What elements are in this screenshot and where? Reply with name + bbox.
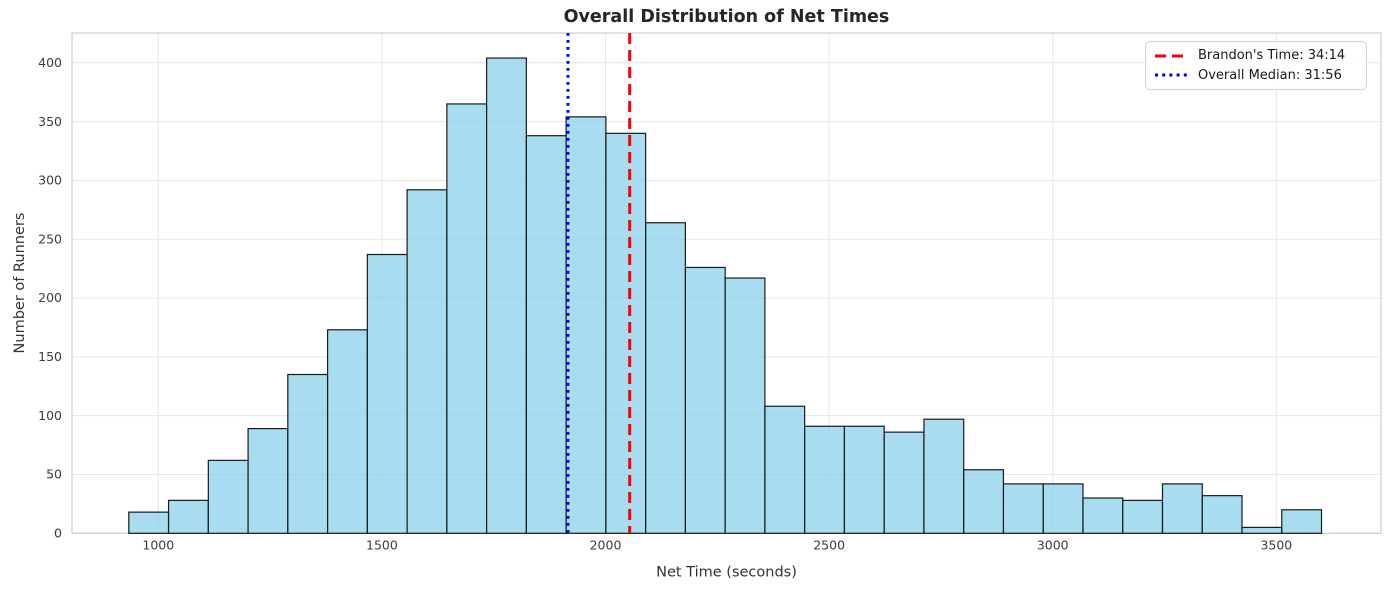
histogram-bar bbox=[1002, 483, 1044, 534]
histogram-bar bbox=[684, 266, 726, 534]
histogram-bar bbox=[247, 428, 289, 534]
histogram-bar bbox=[1082, 497, 1124, 534]
x-axis-label: Net Time (seconds) bbox=[656, 565, 797, 581]
x-tick-label: 1500 bbox=[366, 538, 398, 553]
y-tick-label: 200 bbox=[38, 290, 62, 305]
blue-dotted-line-icon bbox=[1155, 73, 1189, 77]
x-tick-label: 2000 bbox=[590, 538, 622, 553]
histogram-bars bbox=[128, 57, 1323, 534]
y-tick-label: 150 bbox=[38, 349, 62, 364]
histogram-bar bbox=[525, 135, 567, 534]
histogram-bar bbox=[287, 373, 329, 534]
histogram-bar bbox=[1281, 509, 1323, 534]
histogram-bar bbox=[605, 132, 647, 534]
histogram-bar bbox=[486, 57, 527, 534]
chart-title: Overall Distribution of Net Times bbox=[564, 7, 890, 27]
histogram-bar bbox=[167, 499, 209, 534]
y-tick-label: 400 bbox=[38, 55, 62, 70]
x-tick-label: 3500 bbox=[1260, 538, 1292, 553]
histogram-bar bbox=[1201, 495, 1243, 534]
histogram-bar bbox=[446, 103, 488, 534]
red-dashed-line-icon bbox=[1155, 54, 1189, 58]
histogram-bar bbox=[923, 418, 965, 534]
histogram-bar bbox=[207, 459, 249, 534]
histogram-bar bbox=[724, 277, 766, 534]
x-tick-label: 1000 bbox=[142, 538, 174, 553]
x-tick-label: 3000 bbox=[1037, 538, 1069, 553]
histogram-bar bbox=[1122, 499, 1164, 534]
histogram-bar bbox=[326, 329, 368, 534]
legend-item-brandon-time: Brandon's Time: 34:14 bbox=[1155, 48, 1358, 63]
y-tick-label: 100 bbox=[38, 408, 62, 423]
histogram-bar bbox=[366, 253, 408, 534]
histogram-bar bbox=[764, 405, 806, 534]
histogram-bar bbox=[804, 425, 846, 534]
legend-label-brandon-time: Brandon's Time: 34:14 bbox=[1198, 48, 1346, 64]
legend-item-overall-median: Overall Median: 31:56 bbox=[1155, 68, 1358, 83]
histogram-bar bbox=[565, 116, 607, 534]
histogram-bar bbox=[1241, 526, 1283, 534]
histogram-bar bbox=[963, 469, 1005, 534]
histogram-bar bbox=[406, 189, 448, 534]
legend-box: Brandon's Time: 34:14 Overall Median: 31… bbox=[1145, 41, 1367, 90]
legend-label-overall-median: Overall Median: 31:56 bbox=[1198, 67, 1342, 83]
histogram-bar bbox=[843, 425, 885, 534]
y-tick-label: 300 bbox=[38, 173, 62, 188]
reference-lines bbox=[566, 33, 632, 534]
y-tick-label: 250 bbox=[38, 231, 62, 246]
histogram-bar bbox=[1161, 483, 1203, 534]
histogram-bar bbox=[128, 511, 170, 534]
y-tick-label: 50 bbox=[46, 467, 62, 482]
y-tick-label: 350 bbox=[38, 114, 62, 129]
y-axis-label: Number of Runners bbox=[12, 213, 28, 354]
histogram-bar bbox=[1042, 483, 1084, 534]
histogram-bar bbox=[645, 222, 687, 534]
histogram-bar bbox=[883, 431, 925, 534]
y-tick-label: 0 bbox=[54, 526, 62, 541]
axis-tick-labels: 1000 1500 2000 2500 3000 3500 0 50 100 150 200 250 3… bbox=[38, 55, 1292, 553]
x-tick-label: 2500 bbox=[813, 538, 845, 553]
